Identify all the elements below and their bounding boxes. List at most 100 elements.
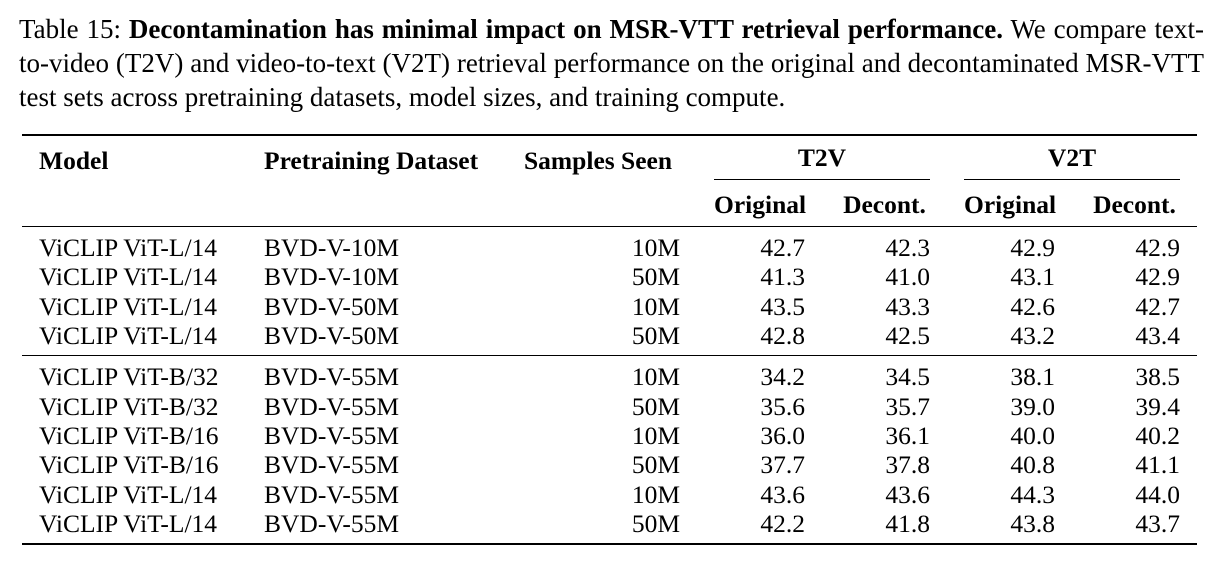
dataset-cell: BVD-V-55M [264, 479, 400, 509]
t2v-original-cell: 42.8 [760, 321, 805, 351]
t2v-decont-cell: 42.3 [885, 233, 930, 263]
v2t-decont-cell: 39.4 [1135, 391, 1180, 421]
t2v-original-cell: 43.6 [760, 479, 805, 509]
table-row: ViCLIP ViT-L/14 BVD-V-50M 50M 42.8 42.5 43.2 4… [22, 321, 1197, 356]
v2t-decont-cell: 42.9 [1135, 262, 1180, 292]
model-cell: ViCLIP ViT-L/14 [39, 321, 218, 351]
table-row: ViCLIP ViT-B/32 BVD-V-55M 10M 34.2 34.5 38.1 3… [22, 355, 1197, 392]
dataset-cell: BVD-V-55M [247, 355, 507, 392]
v2t-decont-cell: 38.5 [1072, 355, 1197, 392]
caption-label: Table 15: [19, 14, 121, 44]
v2t-decont-cell: 42.7 [1135, 291, 1180, 321]
dataset-cell: BVD-V-10M [264, 262, 400, 292]
t2v-decont-cell: 41.8 [885, 508, 930, 538]
v2t-decont-cell: 41.1 [1135, 450, 1180, 480]
table-row: ViCLIP ViT-L/14 BVD-V-10M 50M 41.3 41.0 43.1 4… [22, 262, 1197, 291]
samples-cell: 50M [631, 450, 680, 480]
results-table-container: Model Pretraining Dataset Samples Seen T… [22, 134, 1197, 545]
samples-cell: 10M [507, 355, 697, 392]
t2v-decont-cell: 35.7 [885, 391, 930, 421]
t2v-original-cell: 41.3 [760, 262, 805, 292]
v2t-decont-cell: 42.9 [1135, 233, 1180, 263]
header-t2v-group: T2V [697, 135, 947, 184]
v2t-original-cell: 42.6 [1010, 291, 1055, 321]
dataset-cell: BVD-V-50M [264, 321, 400, 351]
model-cell: ViCLIP ViT-B/32 [39, 391, 219, 421]
t2v-decont-cell: 34.5 [822, 355, 947, 392]
v2t-decont-cell: 43.7 [1135, 508, 1180, 538]
header-v2t-group: V2T [947, 135, 1197, 184]
v2t-original-cell: 43.8 [1010, 508, 1055, 538]
t2v-original-cell: 36.0 [760, 420, 805, 450]
model-cell: ViCLIP ViT-L/14 [39, 508, 218, 538]
samples-cell: 50M [631, 321, 680, 351]
t2v-decont-cell: 41.0 [885, 262, 930, 292]
caption-body: We compare text-to-video (T2V) and video… [19, 14, 1205, 112]
table-row: ViCLIP ViT-B/16 BVD-V-55M 10M 36.0 36.1 40.0 4… [22, 421, 1197, 450]
header-t2v: T2V [714, 143, 930, 180]
caption-title: Decontamination has minimal impact on MS… [128, 14, 1004, 44]
table-row: ViCLIP ViT-B/32 BVD-V-55M 50M 35.6 35.7 39.0 3… [22, 391, 1197, 421]
v2t-original-cell: 40.8 [1010, 450, 1055, 480]
samples-cell: 10M [631, 291, 680, 321]
t2v-decont-cell: 37.8 [885, 450, 930, 480]
dataset-cell: BVD-V-55M [264, 391, 400, 421]
model-cell: ViCLIP ViT-L/14 [39, 233, 218, 263]
header-row-1: Model Pretraining Dataset Samples Seen T… [22, 135, 1197, 184]
t2v-decont-cell: 42.5 [885, 321, 930, 351]
samples-cell: 10M [631, 479, 680, 509]
t2v-decont-cell: 43.6 [885, 479, 930, 509]
header-dataset: Pretraining Dataset [264, 146, 479, 175]
v2t-decont-cell: 40.2 [1135, 420, 1180, 450]
model-cell: ViCLIP ViT-L/14 [39, 291, 218, 321]
dataset-cell: BVD-V-10M [264, 233, 400, 263]
header-model: Model [39, 146, 109, 175]
v2t-original-cell: 39.0 [1010, 391, 1055, 421]
v2t-original-cell: 43.1 [1010, 262, 1055, 292]
v2t-original-cell: 42.9 [1010, 233, 1055, 263]
dataset-cell: BVD-V-55M [264, 450, 400, 480]
v2t-decont-cell: 43.4 [1135, 321, 1180, 351]
model-cell: ViCLIP ViT-B/16 [39, 450, 219, 480]
t2v-decont-cell: 36.1 [885, 420, 930, 450]
dataset-cell: BVD-V-55M [264, 508, 400, 538]
t2v-original-cell: 42.2 [760, 508, 805, 538]
samples-cell: 50M [631, 391, 680, 421]
table-row: ViCLIP ViT-L/14 BVD-V-55M 50M 42.2 41.8 43.8 4… [22, 509, 1197, 544]
dataset-cell: BVD-V-55M [264, 420, 400, 450]
table-row: ViCLIP ViT-L/14 BVD-V-55M 10M 43.6 43.6 44.3 4… [22, 479, 1197, 509]
t2v-original-cell: 42.7 [760, 233, 805, 263]
samples-cell: 10M [631, 420, 680, 450]
v2t-original-cell: 43.2 [1010, 321, 1055, 351]
v2t-original-cell: 38.1 [947, 355, 1072, 392]
table-row: ViCLIP ViT-L/14 BVD-V-10M 10M 42.7 42.3 42.9 4… [22, 227, 1197, 263]
t2v-original-cell: 35.6 [760, 391, 805, 421]
samples-cell: 50M [631, 262, 680, 292]
header-v2t-original: Original [947, 184, 1072, 227]
header-v2t: V2T [964, 143, 1180, 180]
t2v-original-cell: 34.2 [697, 355, 822, 392]
header-samples: Samples Seen [524, 146, 673, 175]
t2v-decont-cell: 43.3 [885, 291, 930, 321]
header-t2v-decont: Decont. [822, 184, 947, 227]
t2v-original-cell: 37.7 [760, 450, 805, 480]
model-cell: ViCLIP ViT-L/14 [39, 479, 218, 509]
v2t-original-cell: 44.3 [1010, 479, 1055, 509]
header-t2v-original: Original [697, 184, 822, 227]
v2t-original-cell: 40.0 [1010, 420, 1055, 450]
table-body: ViCLIP ViT-L/14 BVD-V-10M 10M 42.7 42.3 42.9 4… [22, 227, 1197, 544]
results-table: Model Pretraining Dataset Samples Seen T… [22, 134, 1197, 545]
model-cell: ViCLIP ViT-L/14 [39, 262, 218, 292]
dataset-cell: BVD-V-50M [264, 291, 400, 321]
table-row: ViCLIP ViT-L/14 BVD-V-50M 10M 43.5 43.3 42.6 4… [22, 292, 1197, 321]
samples-cell: 10M [631, 233, 680, 263]
table-caption: Table 15: Decontamination has minimal im… [19, 12, 1204, 114]
model-cell: ViCLIP ViT-B/16 [39, 420, 219, 450]
model-cell: ViCLIP ViT-B/32 [22, 355, 247, 392]
table-row: ViCLIP ViT-B/16 BVD-V-55M 50M 37.7 37.8 40.8 4… [22, 450, 1197, 479]
header-v2t-decont: Decont. [1072, 184, 1197, 227]
samples-cell: 50M [631, 508, 680, 538]
t2v-original-cell: 43.5 [760, 291, 805, 321]
header-row-2: Original Decont. Original Decont. [22, 184, 1197, 227]
v2t-decont-cell: 44.0 [1135, 479, 1180, 509]
